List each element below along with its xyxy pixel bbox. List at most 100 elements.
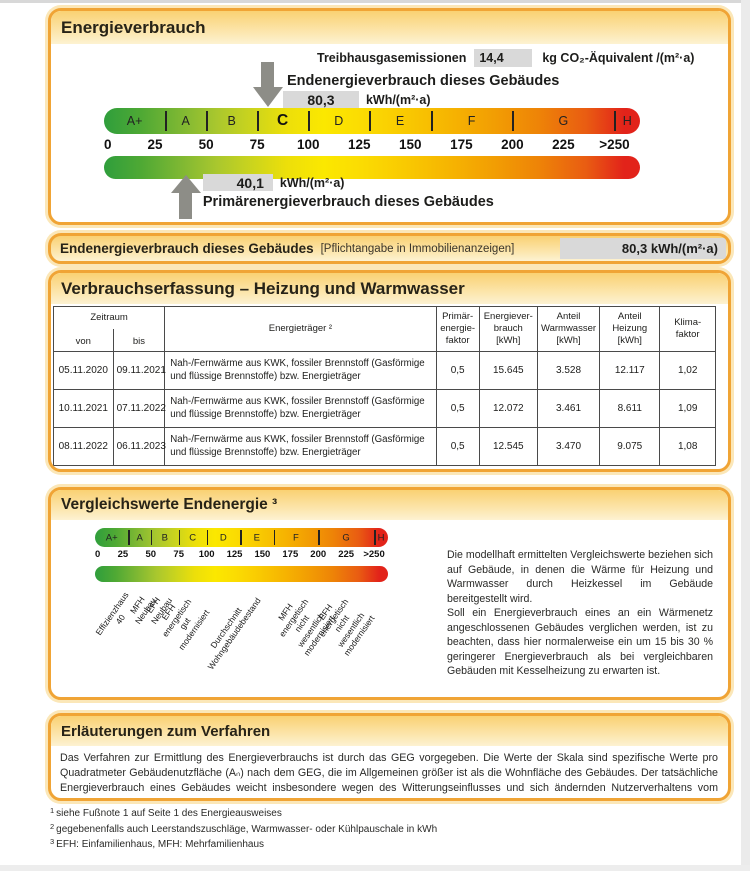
tick-25: 25: [147, 137, 163, 152]
tick-200: 200: [310, 549, 327, 560]
cell-von: 05.11.2020: [53, 351, 114, 390]
tick-175: 175: [450, 137, 473, 152]
page-edge-top: [0, 0, 750, 3]
section-header: Verbrauchserfassung – Heizung und Warmwa…: [51, 273, 728, 304]
col-header-klimafaktor: Klima- faktor: [659, 306, 716, 352]
section-vergleichswerte: Vergleichswerte Endenergie ³ A+ A B C D …: [48, 487, 731, 700]
comparison-class-bar: A+ A B C D E F G H: [95, 528, 388, 547]
cell-pef: 0,5: [435, 351, 480, 390]
class-letter-e: E: [253, 532, 261, 543]
table-row: 10.11.2021 07.11.2022 Nah-/Fernwärme aus…: [53, 389, 716, 428]
col-header-anteil-warmwasser: Anteil Warmwasser [kWh]: [536, 306, 601, 352]
cell-heizung: 9.075: [599, 427, 661, 466]
scale-separator: [206, 530, 209, 545]
tick-75: 75: [173, 549, 184, 560]
cell-klima: 1,09: [659, 389, 716, 428]
section-header: Erläuterungen zum Verfahren: [51, 716, 728, 746]
scale-separator: [165, 111, 168, 131]
tick-225: 225: [552, 137, 575, 152]
class-letter-g: G: [342, 532, 350, 543]
footnote-3: 3 EFH: Einfamilienhaus, MFH: Mehrfamilien…: [50, 837, 437, 853]
comparison-labels: Effizienzhaus 40 MFH Neubau EFH Neubau E…: [94, 586, 388, 696]
footnote-text: EFH: Einfamilienhaus, MFH: Mehrfamilienh…: [56, 839, 265, 850]
comparison-explanation: Die modellhaft ermittelten Vergleichswer…: [447, 548, 713, 679]
footnote-sup: 2: [50, 821, 55, 831]
scale-separator: [430, 111, 433, 131]
cell-bis: 06.11.2023: [112, 427, 166, 466]
tick-125: 125: [347, 137, 371, 152]
tick-175: 175: [282, 549, 299, 560]
vergleichswerte-body: A+ A B C D E F G H 0 25 50 75 100 125 15…: [51, 520, 728, 697]
class-letter-d: D: [334, 114, 344, 128]
col-header-primaerenergiefaktor: Primär- energie- faktor: [435, 306, 480, 352]
col-header-energieverbrauch: Energiever- brauch [kWh]: [478, 306, 538, 352]
cell-verbrauch: 12.545: [478, 427, 538, 466]
class-letter-c: C: [189, 532, 197, 543]
cell-verbrauch: 15.645: [478, 351, 538, 390]
class-letter-d: D: [219, 532, 227, 543]
section-header: Energieverbrauch: [51, 11, 728, 44]
comparison-paragraph-2: Soll ein Energieverbrauch eines an ein W…: [447, 607, 713, 677]
page-edge-bottom: [0, 865, 750, 871]
scale-tick-labels: 0 25 50 75 100 125 150 175 200 225 >250: [104, 137, 640, 153]
endenergie-value: 80,3: [282, 91, 359, 108]
col-header-anteil-heizung: Anteil Heizung [kWh]: [599, 306, 661, 352]
class-letter-a: A: [136, 532, 143, 543]
gradient-bar: [104, 156, 640, 179]
primaerenergie-unit: kWh/(m²·a): [279, 175, 345, 190]
scale-separator: [240, 530, 242, 545]
footnote-2: 2 gegebenenfalls auch Leerstandszuschläge…: [50, 822, 437, 838]
tick-125: 125: [226, 549, 243, 560]
cell-bis: 07.11.2022: [112, 389, 166, 428]
tick-0: 0: [104, 137, 112, 152]
comparison-scale: A+ A B C D E F G H 0 25 50 75 100 125 15…: [94, 528, 388, 696]
treibhausgas-row: Treibhausgasemissionen 14,4 kg CO₂-Äquiv…: [317, 49, 694, 67]
footnote-1: 1 siehe Fußnote 1 auf Seite 1 des Energie…: [50, 806, 437, 822]
footnotes: 1 siehe Fußnote 1 auf Seite 1 des Energie…: [50, 806, 437, 853]
tick-50: 50: [145, 549, 157, 560]
cell-klima: 1,02: [659, 351, 716, 390]
section-header: Vergleichswerte Endenergie ³: [51, 490, 728, 520]
primaerenergie-label: Primärenergieverbrauch dieses Gebäudes: [202, 194, 494, 210]
scale-separator: [614, 111, 617, 131]
tick-250plus: >250: [363, 549, 385, 560]
cell-von: 10.11.2021: [53, 389, 114, 428]
primaerenergie-arrow-up-icon: [170, 175, 201, 219]
cell-verbrauch: 12.072: [478, 389, 538, 428]
class-letter-f: F: [467, 114, 476, 128]
scale-separator: [374, 530, 376, 545]
tick-150: 150: [254, 549, 271, 560]
energieverbrauch-body: Treibhausgasemissionen 14,4 kg CO₂-Äquiv…: [51, 44, 728, 219]
class-letter-f: F: [293, 532, 299, 543]
comparison-gradient-bar: [95, 566, 388, 582]
section-title: Vergleichswerte Endenergie ³: [61, 496, 278, 513]
scale-separator: [178, 530, 181, 545]
energy-scale: Endenergieverbrauch dieses Gebäudes 80,3…: [104, 44, 640, 219]
tick-50: 50: [198, 137, 214, 152]
scale-separator: [257, 111, 260, 131]
comparison-tick-labels: 0 25 50 75 100 125 150 175 200 225 >250: [95, 549, 388, 562]
scale-separator: [512, 111, 515, 131]
cell-energietraeger: Nah-/Fernwärme aus KWK, fossiler Brennst…: [164, 427, 437, 466]
pflichtangabe-value: 80,3 kWh/(m²·a): [560, 238, 726, 259]
class-letter-h: H: [622, 114, 632, 128]
class-letter-g: G: [558, 114, 569, 128]
table-row: 05.11.2020 09.11.2021 Nah-/Fernwärme aus…: [53, 351, 716, 390]
section-pflichtangabe: Endenergieverbrauch dieses Gebäudes [Pfl…: [48, 233, 731, 264]
footnote-sup: 1: [50, 806, 55, 815]
tick-200: 200: [501, 137, 524, 152]
cell-von: 08.11.2022: [53, 427, 114, 466]
footnote-text: siehe Fußnote 1 auf Seite 1 des Energiea…: [56, 808, 282, 819]
cell-pef: 0,5: [435, 427, 480, 466]
endenergie-value-row: 80,3 kWh/(m²·a): [282, 91, 431, 108]
footnote-sup: 3: [50, 837, 55, 846]
scale-separator: [369, 111, 372, 131]
section-title: Energieverbrauch: [61, 17, 206, 37]
comparison-label: Durchschnitt Wohngebäudebestand: [206, 595, 264, 672]
pflichtangabe-note: [Pflichtangabe in Immobilienanzeigen]: [320, 242, 515, 255]
cell-warmwasser: 3.461: [536, 389, 601, 428]
col-header-bis: bis: [112, 329, 166, 352]
cell-heizung: 8.611: [599, 389, 661, 428]
class-letter-b: B: [227, 114, 236, 128]
scale-separator: [273, 530, 276, 545]
